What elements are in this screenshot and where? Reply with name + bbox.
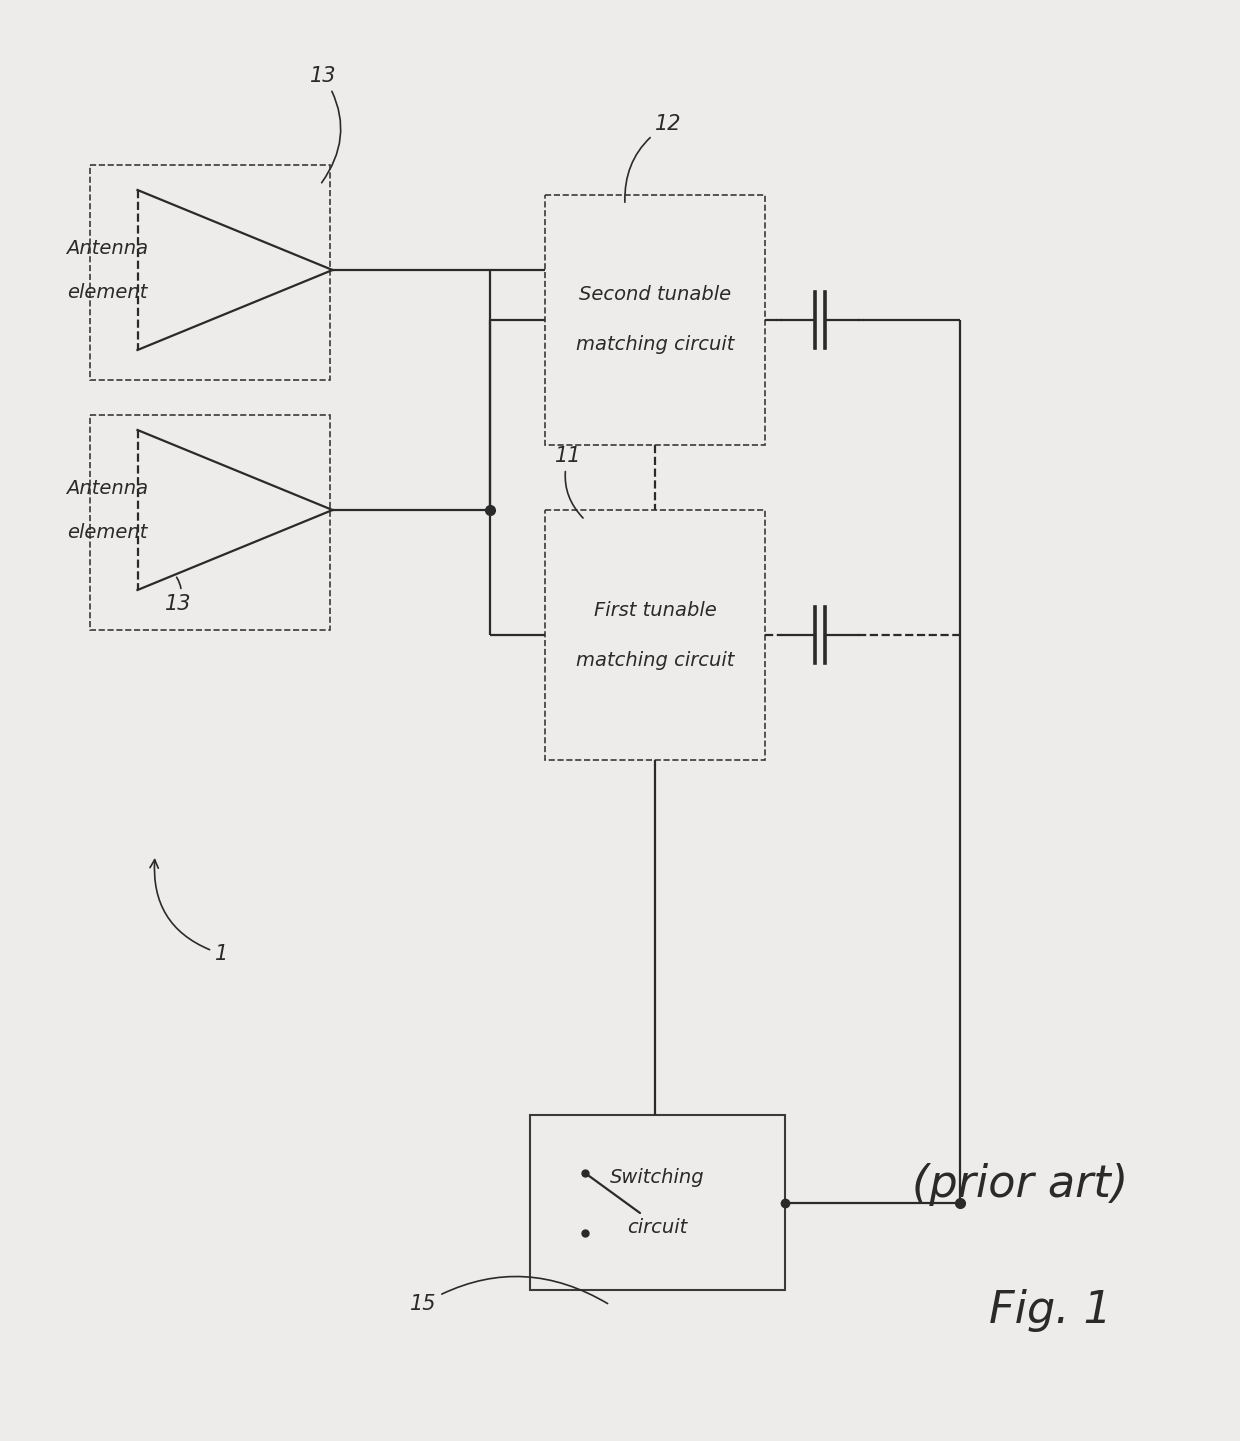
Text: (prior art): (prior art)	[911, 1163, 1128, 1206]
Text: circuit: circuit	[627, 1218, 688, 1236]
Text: First tunable: First tunable	[594, 601, 717, 620]
Text: Switching: Switching	[610, 1169, 704, 1187]
Text: 1: 1	[150, 860, 228, 964]
Text: Second tunable: Second tunable	[579, 285, 732, 304]
Text: 13: 13	[310, 66, 341, 183]
Text: 12: 12	[625, 114, 682, 202]
Text: matching circuit: matching circuit	[575, 650, 734, 670]
Text: Antenna: Antenna	[67, 239, 149, 258]
Text: Antenna: Antenna	[67, 478, 149, 497]
Text: 11: 11	[556, 447, 583, 517]
Text: element: element	[67, 523, 148, 542]
Text: Fig. 1: Fig. 1	[988, 1288, 1111, 1331]
Text: matching circuit: matching circuit	[575, 336, 734, 354]
Text: 15: 15	[410, 1277, 608, 1314]
Text: element: element	[67, 282, 148, 301]
Text: 13: 13	[165, 578, 191, 614]
